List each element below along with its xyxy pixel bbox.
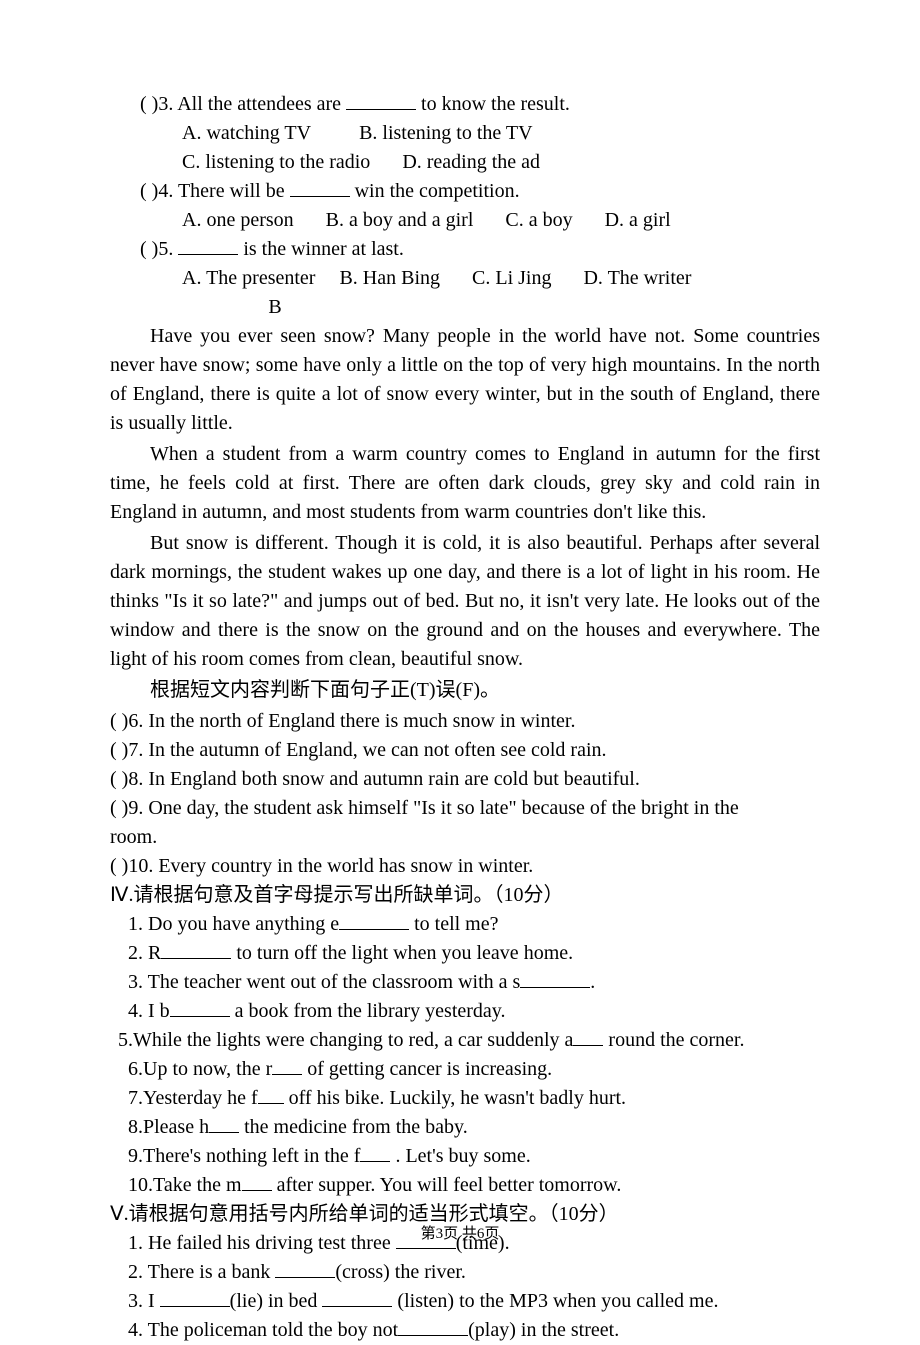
q5-optB: B. Han Bing — [339, 267, 440, 289]
s4-5-blank[interactable] — [573, 1026, 603, 1046]
s4-10-blank[interactable] — [242, 1171, 272, 1191]
page-footer: 第3页 共6页 — [0, 1224, 920, 1246]
section-4-heading: Ⅳ.请根据句意及首字母提示写出所缺单词。（10分） — [110, 881, 820, 910]
s4-2-blank[interactable] — [161, 939, 231, 959]
s5-3c: (listen) to the MP3 when you called me. — [392, 1290, 718, 1312]
s4-8-blank[interactable] — [209, 1113, 239, 1133]
q5-optD: D. The writer — [583, 267, 691, 289]
q3-optD: D. reading the ad — [402, 151, 540, 173]
q3-opts-1: A. watching TV B. listening to the TV — [182, 119, 820, 148]
s4-3: 3. The teacher went out of the classroom… — [128, 968, 820, 997]
s4-9a: 9.There's nothing left in the f — [128, 1145, 360, 1167]
s5-3a: 3. I — [128, 1290, 160, 1312]
s5-2b: (cross) the river. — [335, 1261, 466, 1283]
tf-q9a: ( )9. One day, the student ask himself "… — [110, 794, 820, 823]
s4-1-blank[interactable] — [339, 910, 409, 930]
q4-optD: D. a girl — [605, 209, 671, 231]
s4-6a: 6.Up to now, the r — [128, 1058, 272, 1080]
s4-1a: 1. Do you have anything e — [128, 913, 339, 935]
passage-label: B — [260, 293, 290, 322]
tf-q6: ( )6. In the north of England there is m… — [110, 707, 820, 736]
s4-10: 10.Take the m after supper. You will fee… — [128, 1171, 820, 1200]
p1-text: Have you ever seen snow? Many people in … — [110, 325, 820, 434]
s4-1: 1. Do you have anything e to tell me? — [128, 910, 820, 939]
s5-4-blank[interactable] — [398, 1316, 468, 1336]
s4-7-blank[interactable] — [258, 1084, 284, 1104]
q5-stem: ( )5. is the winner at last. — [140, 235, 820, 264]
passage-p2: When a student from a warm country comes… — [110, 440, 820, 527]
q5-stem-b: is the winner at last. — [238, 238, 404, 260]
s5-4b: (play) in the street. — [468, 1319, 619, 1341]
s4-4: 4. I b a book from the library yesterday… — [128, 997, 820, 1026]
s4-4a: 4. I b — [128, 1000, 170, 1022]
s4-9b: . Let's buy some. — [390, 1145, 530, 1167]
q4-stem: ( )4. There will be win the competition. — [140, 177, 820, 206]
tf-q7: ( )7. In the autumn of England, we can n… — [110, 736, 820, 765]
s4-9-blank[interactable] — [360, 1142, 390, 1162]
s4-5: 5.While the lights were changing to red,… — [118, 1026, 820, 1055]
s4-7b: off his bike. Luckily, he wasn't badly h… — [284, 1087, 626, 1109]
s5-3-blank2[interactable] — [322, 1287, 392, 1307]
s4-2: 2. R to turn off the light when you leav… — [128, 939, 820, 968]
s5-2: 2. There is a bank (cross) the river. — [128, 1258, 820, 1287]
q3-optC: C. listening to the radio — [182, 151, 370, 173]
s4-8b: the medicine from the baby. — [239, 1116, 468, 1138]
q5-optA: A. The presenter — [182, 267, 315, 289]
s4-4-blank[interactable] — [170, 997, 230, 1017]
s5-2-blank[interactable] — [275, 1258, 335, 1278]
passage-p3: But snow is different. Though it is cold… — [110, 529, 820, 674]
q5-blank[interactable] — [178, 235, 238, 255]
s4-3a: 3. The teacher went out of the classroom… — [128, 971, 520, 993]
passage-p1: Have you ever seen snow? Many people in … — [110, 322, 820, 438]
s4-5a: 5.While the lights were changing to red,… — [118, 1029, 573, 1051]
tf-q10: ( )10. Every country in the world has sn… — [110, 852, 820, 881]
s5-3-blank1[interactable] — [160, 1287, 230, 1307]
q3-stem-b: to know the result. — [416, 93, 570, 115]
s5-3: 3. I (lie) in bed (listen) to the MP3 wh… — [128, 1287, 820, 1316]
q3-opts-2: C. listening to the radio D. reading the … — [182, 148, 820, 177]
q3-stem: ( )3. All the attendees are to know the … — [140, 90, 820, 119]
q4-optA: A. one person — [182, 209, 294, 231]
s4-8: 8.Please h the medicine from the baby. — [128, 1113, 820, 1142]
s5-2a: 2. There is a bank — [128, 1261, 275, 1283]
s4-3b: . — [590, 971, 595, 993]
tf-instruction: 根据短文内容判断下面句子正(T)误(F)。 — [110, 676, 820, 705]
s4-6: 6.Up to now, the r of getting cancer is … — [128, 1055, 820, 1084]
q3-optB: B. listening to the TV — [359, 122, 533, 144]
q4-blank[interactable] — [290, 177, 350, 197]
q3-optA: A. watching TV — [182, 122, 311, 144]
q4-stem-a: ( )4. There will be — [140, 180, 290, 202]
q3-stem-a: ( )3. All the attendees are — [140, 93, 346, 115]
q4-optC: C. a boy — [505, 209, 572, 231]
s4-6-blank[interactable] — [272, 1055, 302, 1075]
q4-stem-b: win the competition. — [350, 180, 520, 202]
s5-4: 4. The policeman told the boy not (play) … — [128, 1316, 820, 1345]
s5-3b: (lie) in bed — [230, 1290, 323, 1312]
s4-10b: after supper. You will feel better tomor… — [272, 1174, 622, 1196]
s4-3-blank[interactable] — [520, 968, 590, 988]
s4-10a: 10.Take the m — [128, 1174, 242, 1196]
q5-opts: A. The presenter B. Han Bing C. Li Jing D. … — [182, 264, 820, 293]
s5-4a: 4. The policeman told the boy not — [128, 1319, 398, 1341]
q4-opts: A. one person B. a boy and a girl C. a boy… — [182, 206, 820, 235]
s4-5b: round the corner. — [603, 1029, 744, 1051]
tf-q9b: room. — [110, 823, 820, 852]
s4-2b: to turn off the light when you leave hom… — [231, 942, 573, 964]
s4-9: 9.There's nothing left in the f . Let's … — [128, 1142, 820, 1171]
s4-7: 7.Yesterday he f off his bike. Luckily, … — [128, 1084, 820, 1113]
q4-optB: B. a boy and a girl — [326, 209, 474, 231]
q5-optC: C. Li Jing — [472, 267, 551, 289]
s4-7a: 7.Yesterday he f — [128, 1087, 258, 1109]
s4-2a: 2. R — [128, 942, 161, 964]
q3-blank[interactable] — [346, 90, 416, 110]
tf-q8: ( )8. In England both snow and autumn ra… — [110, 765, 820, 794]
s4-4b: a book from the library yesterday. — [230, 1000, 506, 1022]
s4-1b: to tell me? — [409, 913, 498, 935]
s4-6b: of getting cancer is increasing. — [302, 1058, 552, 1080]
s4-8a: 8.Please h — [128, 1116, 209, 1138]
q5-stem-a: ( )5. — [140, 238, 178, 260]
